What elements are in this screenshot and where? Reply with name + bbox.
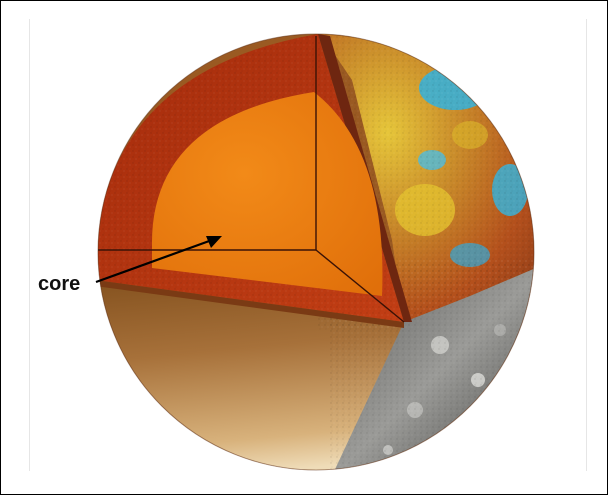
- image-panel: [29, 19, 587, 471]
- core-label: core: [38, 273, 80, 295]
- cut-line-diagonal: [315, 249, 405, 323]
- core-arrow-icon: [95, 236, 222, 284]
- planet-sphere: [98, 34, 534, 470]
- core-region: [151, 92, 383, 296]
